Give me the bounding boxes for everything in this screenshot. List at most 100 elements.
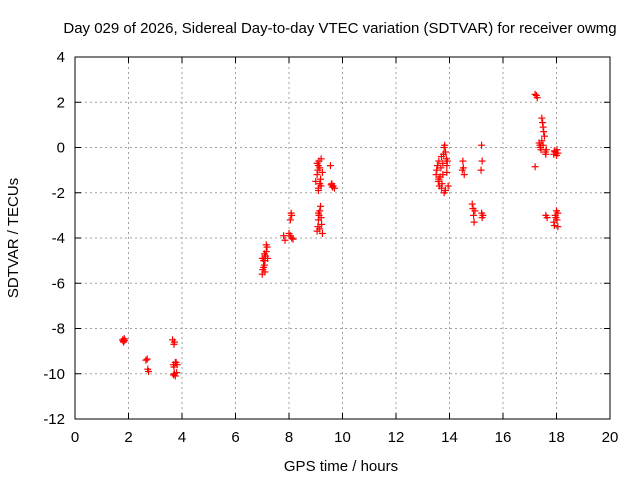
data-point [554, 209, 562, 217]
data-point [327, 181, 335, 189]
data-point [289, 235, 297, 243]
data-point [438, 180, 446, 188]
y-tick-label: -4 [52, 230, 65, 247]
chart-title: Day 029 of 2026, Sidereal Day-to-day VTE… [63, 20, 616, 37]
x-tick-label: 8 [285, 429, 293, 446]
x-tick-label: 16 [495, 429, 512, 446]
y-tick-label: -6 [52, 275, 65, 292]
x-tick-labels: 0 2 4 6 8 10 12 14 16 18 20 [71, 429, 619, 446]
data-point [314, 209, 322, 217]
data-point [318, 229, 326, 237]
x-axis-title: GPS time / hours [284, 458, 398, 475]
ticks [74, 56, 611, 420]
y-tick-label: -10 [43, 366, 65, 383]
data-point [317, 202, 325, 210]
data-point [458, 166, 466, 174]
data-point [542, 146, 550, 154]
data-point [543, 214, 551, 222]
data-point [280, 232, 288, 240]
data-point [316, 225, 324, 233]
data-point [173, 361, 181, 369]
data-point [312, 177, 320, 185]
data-point [437, 153, 445, 161]
data-point [435, 157, 443, 165]
data-point [143, 355, 151, 363]
data-point [460, 171, 468, 179]
data-point [471, 207, 479, 215]
data-point [262, 241, 270, 249]
data-point [281, 236, 289, 244]
data-point [316, 180, 324, 188]
data-point [540, 132, 548, 140]
data-point [550, 147, 558, 155]
x-tick-label: 12 [388, 429, 405, 446]
data-point [538, 114, 546, 122]
x-tick-label: 18 [548, 429, 565, 446]
data-point [468, 200, 476, 208]
data-point [288, 234, 296, 242]
data-point [539, 141, 547, 149]
data-point [533, 94, 541, 102]
data-point [439, 171, 447, 179]
data-point [444, 182, 452, 190]
data-point [477, 166, 485, 174]
data-point [437, 164, 445, 172]
data-point [330, 184, 338, 192]
data-point [435, 175, 443, 183]
data-point [142, 356, 150, 364]
x-tick-label: 6 [231, 429, 239, 446]
x-tick-label: 14 [441, 429, 458, 446]
data-point [470, 218, 478, 226]
data-point [478, 141, 486, 149]
data-point [531, 163, 539, 171]
data-point [550, 222, 558, 230]
data-point [313, 159, 321, 167]
data-point [470, 211, 478, 219]
data-point [145, 367, 153, 375]
data-point [261, 268, 269, 276]
grid [75, 57, 610, 419]
data-point [459, 157, 467, 165]
data-point [264, 254, 272, 262]
data-point [171, 338, 179, 346]
data-point [326, 162, 334, 170]
data-point [552, 214, 560, 222]
x-tick-label: 2 [124, 429, 132, 446]
data-point [440, 189, 448, 197]
data-point [121, 336, 129, 344]
data-point [316, 164, 324, 172]
x-tick-label: 0 [71, 429, 79, 446]
data-point [443, 168, 451, 176]
data-point [443, 157, 451, 165]
data-point [260, 250, 268, 258]
x-tick-label: 4 [178, 429, 186, 446]
data-point [441, 148, 449, 156]
data-point [538, 137, 546, 145]
y-axis-title: SDTVAR / TECUs [5, 178, 22, 298]
data-point [554, 223, 562, 231]
data-point [433, 166, 441, 174]
data-point [479, 211, 487, 219]
data-points [119, 90, 562, 380]
data-point [287, 209, 295, 217]
y-tick-labels: -12 -10 -8 -6 -4 -2 0 2 4 [43, 49, 65, 428]
data-point [313, 171, 321, 179]
data-point [318, 220, 326, 228]
y-tick-label: 0 [57, 140, 65, 157]
data-point [317, 214, 325, 222]
data-point [169, 371, 177, 379]
y-tick-label: -8 [52, 321, 65, 338]
data-point [478, 157, 486, 165]
data-point [317, 175, 325, 183]
data-point [286, 216, 294, 224]
y-tick-label: 4 [57, 49, 65, 66]
y-tick-label: 2 [57, 94, 65, 111]
y-tick-label: -12 [43, 411, 65, 428]
x-tick-label: 10 [334, 429, 351, 446]
data-point [441, 141, 449, 149]
data-point [318, 168, 326, 176]
y-tick-label: -2 [52, 185, 65, 202]
data-point [540, 128, 548, 136]
